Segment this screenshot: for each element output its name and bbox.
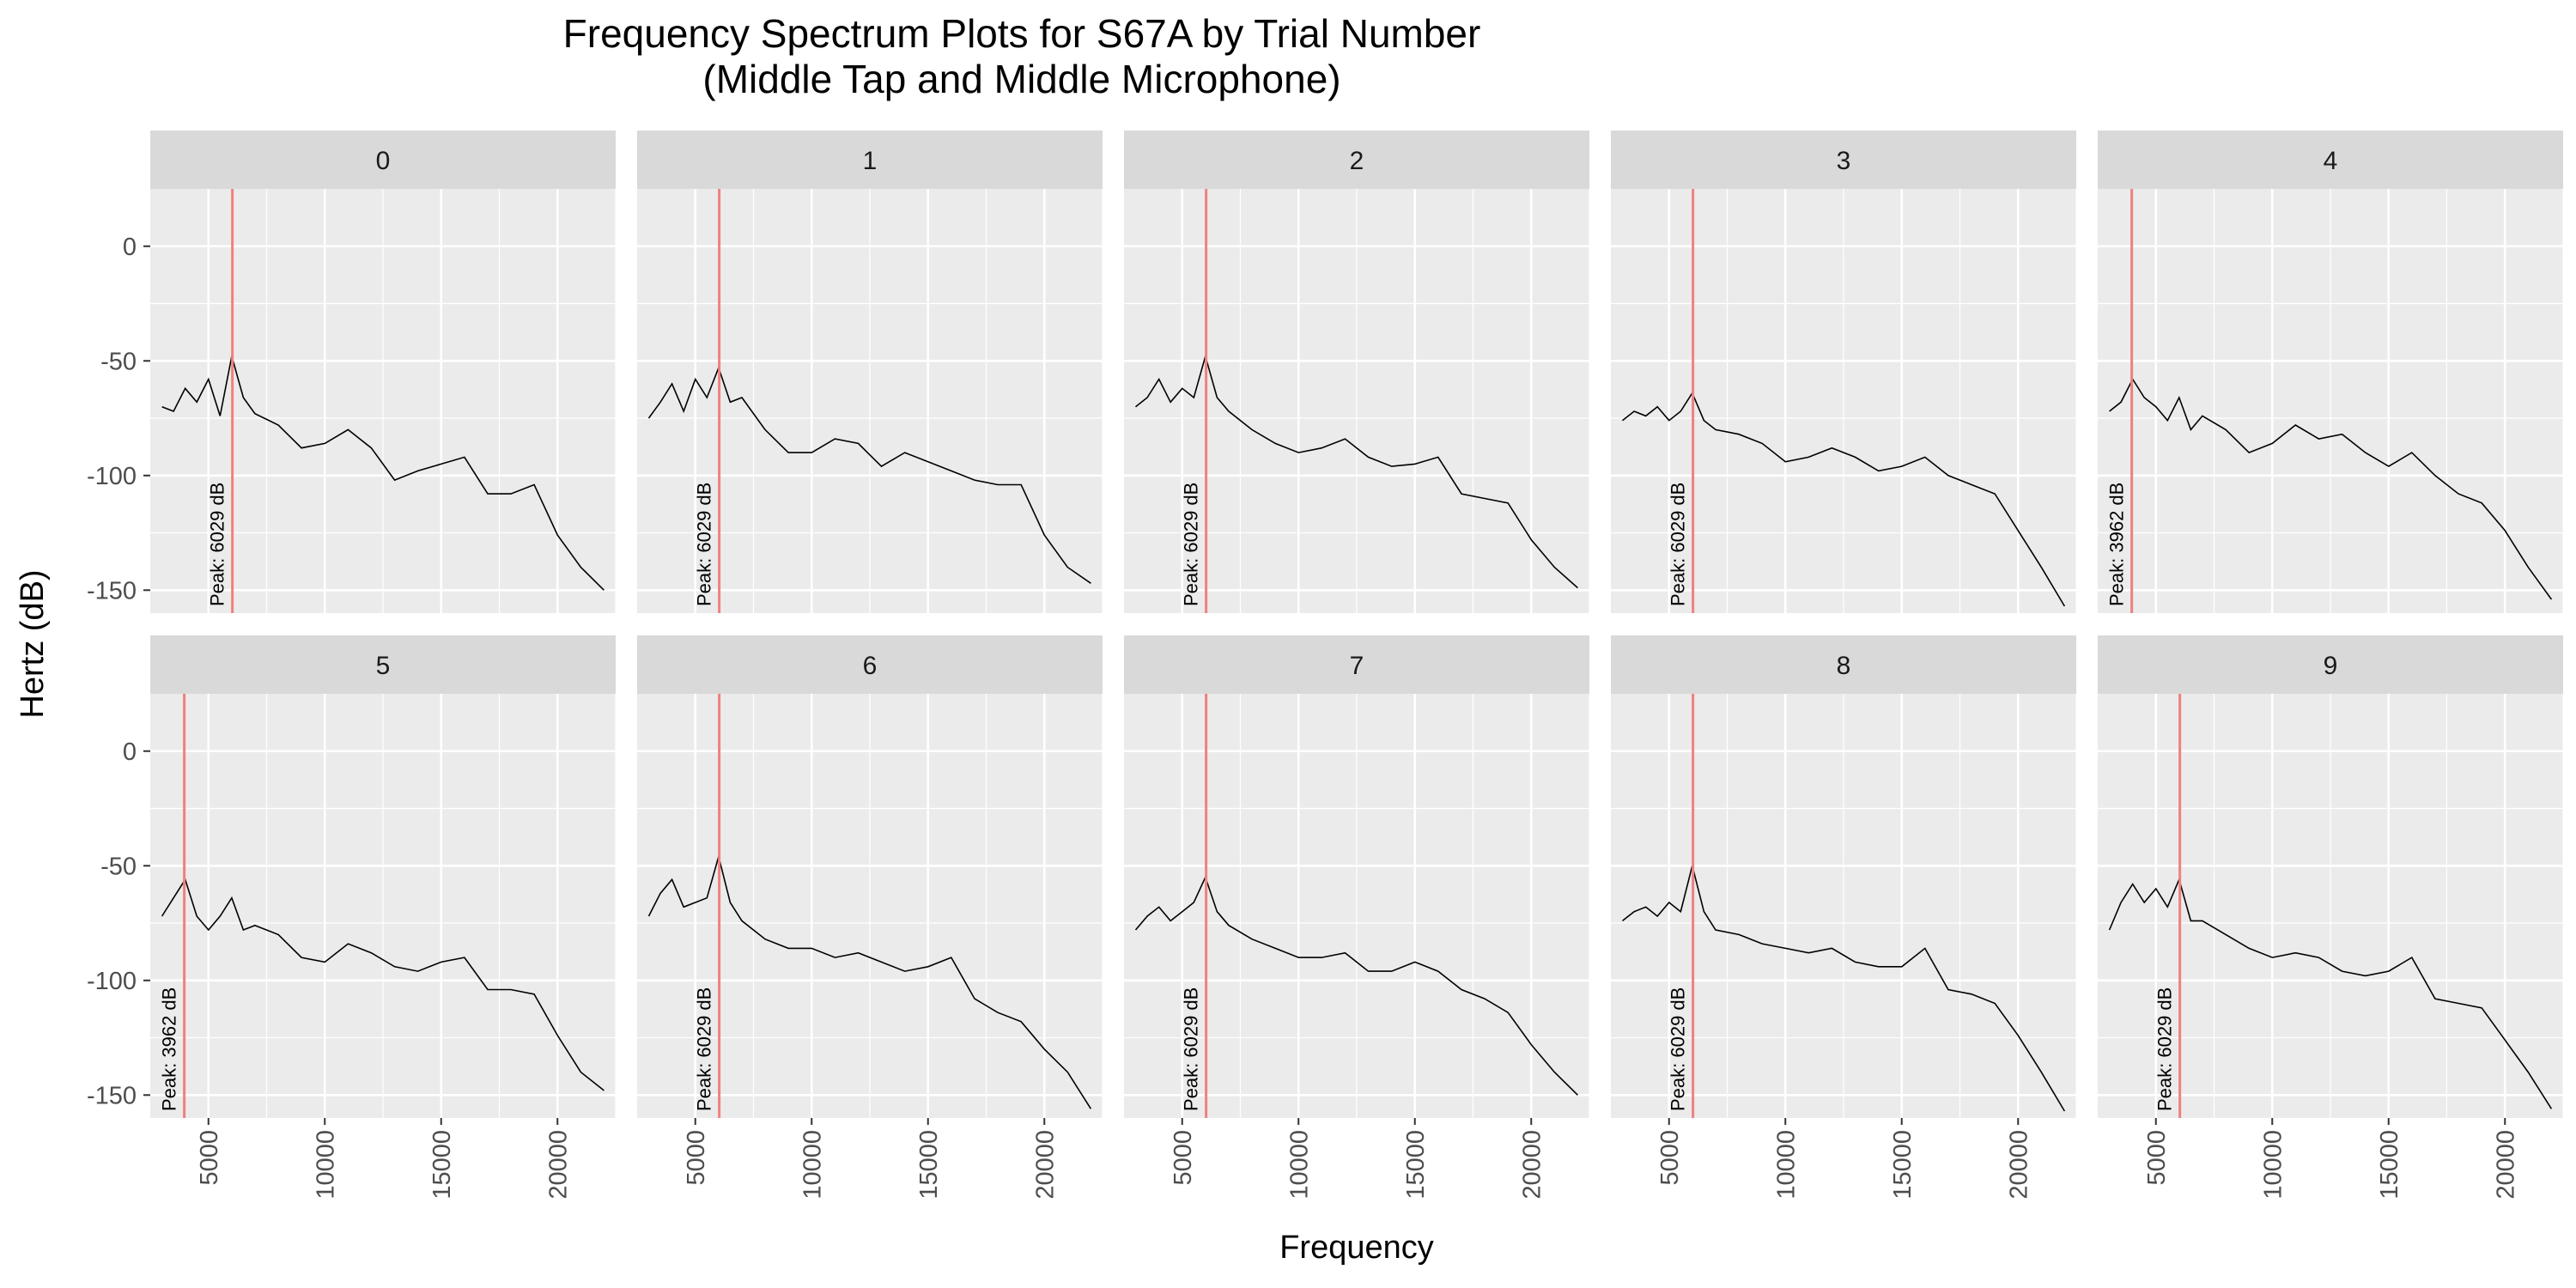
chart-title-line1: Frequency Spectrum Plots for S67A by Tri… (563, 11, 1481, 56)
peak-label: Peak: 6029 dB (1181, 483, 1202, 606)
y-axis-title: Hertz (dB) (15, 569, 51, 718)
spectrum-line (1622, 866, 2066, 1112)
peak-label: Peak: 6029 dB (1181, 987, 1202, 1111)
facet-panel-4: 4 Peak: 3962 dB (2098, 131, 2564, 613)
facet-strip (2098, 635, 2563, 694)
spectrum-line (2109, 377, 2553, 600)
peak-label: Peak: 6029 dB (1668, 987, 1689, 1111)
facet-strip-label: 2 (1350, 147, 1364, 175)
facet-strip-label: 1 (863, 147, 878, 175)
facet-strip-label: 9 (2324, 652, 2338, 680)
facet-strip-label: 5 (376, 652, 391, 680)
facet-strip-label: 6 (863, 652, 878, 680)
chart-title-line2: (Middle Tap and Middle Microphone) (702, 57, 1340, 101)
spectrum-line (2108, 877, 2553, 1109)
peak-label: Peak: 6029 dB (2154, 987, 2176, 1111)
x-tick-label: 15000 (1889, 1130, 1917, 1200)
facet-panel-1: 1 Peak: 6029 dB (637, 131, 1103, 613)
spectrum-line (1135, 353, 1578, 589)
y-tick-label: -100 (87, 968, 137, 995)
x-tick-label: 20000 (2005, 1130, 2032, 1200)
facet-strip (1124, 131, 1589, 189)
x-tick-label: 5000 (1170, 1130, 1197, 1186)
facet-panel-2: 2 Peak: 6029 dB (1124, 131, 1590, 613)
facet-strip-label: 7 (1350, 652, 1364, 680)
facet-strip (1611, 131, 2076, 189)
y-tick-label: -150 (87, 1082, 137, 1109)
facet-panels: 0 Peak: 6029 dB 0 -50 -100 -150 1 Peak: 6029 dB… (87, 131, 2564, 1200)
y-tick-label: 0 (123, 738, 137, 766)
y-tick-label: -100 (87, 463, 137, 490)
facet-panel-8: 8 Peak: 6029 dB 5000 10000 15000 20000 (1611, 635, 2077, 1200)
x-tick-label: 10000 (1772, 1130, 1800, 1200)
facet-panel-7: 7 Peak: 6029 dB 5000 10000 15000 20000 (1124, 635, 1590, 1200)
spectrum-line (647, 365, 1091, 584)
x-tick-label: 5000 (1656, 1130, 1684, 1186)
x-tick-label: 20000 (2492, 1130, 2519, 1200)
facet-strip-label: 8 (1837, 652, 1851, 680)
y-tick-label: 0 (123, 234, 137, 261)
x-tick-label: 10000 (799, 1130, 826, 1200)
facet-panel-6: 6 Peak: 6029 dB 5000 10000 15000 20000 (637, 635, 1103, 1200)
x-tick-label: 20000 (544, 1130, 572, 1200)
facet-strip (637, 635, 1103, 694)
x-tick-label: 15000 (915, 1130, 943, 1200)
spectrum-line (161, 355, 605, 591)
facet-panel-5: 5 Peak: 3962 dB 0 -50 -100 -150 5000 10000 15000… (87, 635, 617, 1200)
facet-strip (1611, 635, 2076, 694)
facet-strip (2098, 131, 2563, 189)
peak-label: Peak: 6029 dB (694, 483, 715, 606)
x-tick-label: 10000 (2259, 1130, 2287, 1200)
x-tick-label: 10000 (312, 1130, 339, 1200)
y-tick-label: -50 (100, 348, 137, 375)
peak-label: Peak: 6029 dB (694, 987, 715, 1111)
facet-panel-0: 0 Peak: 6029 dB 0 -50 -100 -150 (87, 131, 617, 613)
facet-panel-3: 3 Peak: 6029 dB (1611, 131, 2077, 613)
facet-strip (150, 635, 616, 694)
peak-label: Peak: 3962 dB (2106, 483, 2128, 606)
x-tick-label: 15000 (428, 1130, 456, 1200)
x-tick-label: 5000 (2143, 1130, 2171, 1186)
x-tick-label: 10000 (1285, 1130, 1313, 1200)
x-tick-label: 20000 (1031, 1130, 1059, 1200)
facet-strip (1124, 635, 1589, 694)
facet-strip-label: 3 (1837, 147, 1851, 175)
facet-strip-label: 4 (2324, 147, 2338, 175)
x-tick-label: 5000 (196, 1130, 223, 1186)
spectrum-line (1134, 875, 1578, 1096)
y-tick-label: -150 (87, 577, 137, 605)
facet-strip (150, 131, 616, 189)
peak-label: Peak: 6029 dB (1668, 483, 1689, 606)
spectrum-line (647, 854, 1092, 1109)
x-tick-label: 20000 (1518, 1130, 1546, 1200)
x-axis-title: Frequency (1279, 1230, 1434, 1266)
x-tick-label: 5000 (683, 1130, 710, 1186)
facet-strip-label: 0 (376, 147, 391, 175)
peak-label: Peak: 6029 dB (207, 483, 228, 606)
y-tick-label: -50 (100, 853, 137, 880)
x-tick-label: 15000 (2376, 1130, 2403, 1200)
facet-panel-9: 9 Peak: 6029 dB 5000 10000 15000 20000 (2098, 635, 2564, 1200)
spectrum-line (1622, 391, 2066, 607)
peak-label: Peak: 3962 dB (159, 987, 180, 1111)
x-tick-label: 15000 (1402, 1130, 1430, 1200)
spectrum-line (161, 878, 605, 1091)
facet-strip (637, 131, 1103, 189)
